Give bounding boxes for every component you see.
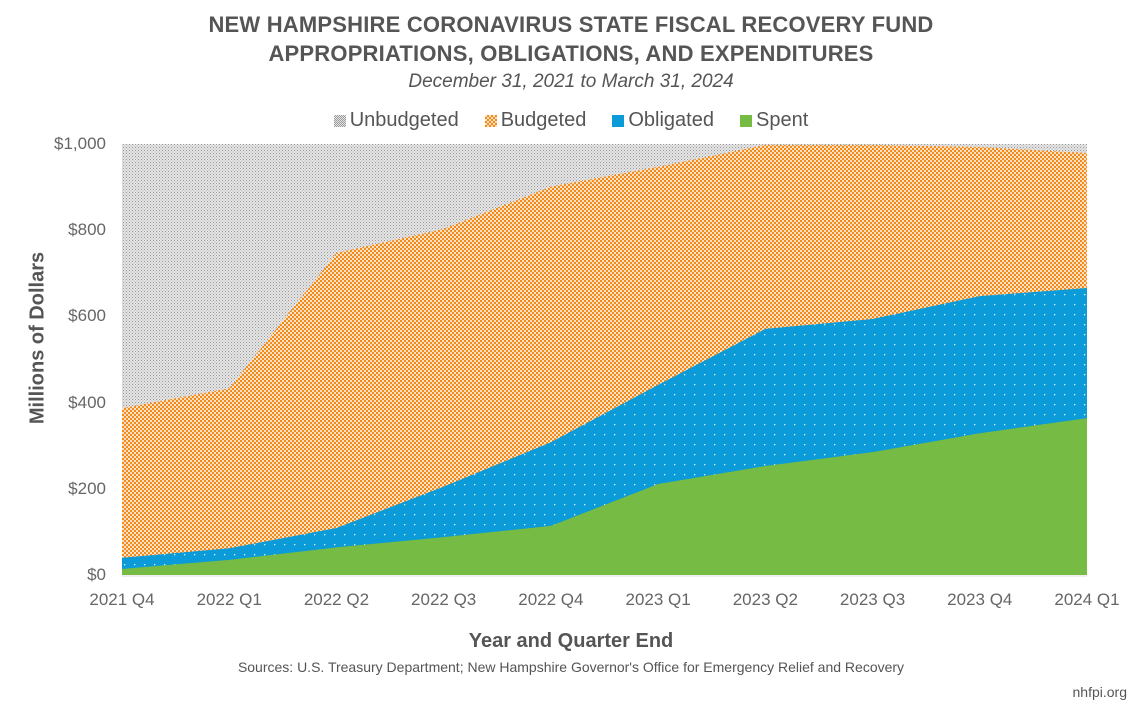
- legend-item-budgeted: Budgeted: [484, 109, 587, 132]
- x-tick-label: 2023 Q3: [839, 590, 906, 609]
- legend-item-unbudgeted: Unbudgeted: [333, 109, 459, 132]
- y-tick-label: $600: [68, 306, 106, 326]
- x-tick-label: 2023 Q4: [947, 590, 1013, 609]
- legend-swatch-obligated: [612, 114, 625, 127]
- credit-note: nhfpi.org: [1072, 684, 1127, 700]
- x-tick-label: 2023 Q2: [732, 590, 798, 609]
- x-tick-label: 2022 Q2: [303, 590, 370, 609]
- legend-label: Unbudgeted: [349, 109, 459, 131]
- legend-item-spent: Spent: [739, 109, 809, 132]
- legend-swatch-budgeted: [484, 114, 497, 127]
- x-tick-label: 2022 Q1: [196, 590, 262, 609]
- legend-label: Obligated: [628, 109, 714, 131]
- x-tick-label: 2021 Q4: [89, 590, 155, 609]
- area-spent: [122, 418, 1087, 575]
- x-tick-label: 2023 Q1: [625, 590, 691, 609]
- chart-title: NEW HAMPSHIRE CORONAVIRUS STATE FISCAL R…: [208, 12, 934, 37]
- x-axis-label: Year and Quarter End: [468, 630, 674, 652]
- legend-label: Spent: [755, 109, 809, 131]
- y-tick-label: $200: [68, 478, 106, 498]
- legend-label: Budgeted: [500, 109, 587, 131]
- x-tick-label: 2022 Q4: [518, 590, 584, 609]
- source-note: Sources: U.S. Treasury Department; New H…: [237, 659, 905, 675]
- legend: Unbudgeted Budgeted Obligated Spent: [0, 109, 1142, 132]
- y-tick-label: $1,000: [54, 134, 106, 153]
- chart-title-line2: APPROPRIATIONS, OBLIGATIONS, AND EXPENDI…: [268, 41, 874, 66]
- x-tick-label: 2024 Q1: [1054, 590, 1120, 609]
- y-tick-label: $800: [68, 220, 106, 240]
- y-tick-label: $0: [87, 565, 106, 584]
- y-tick-label: $400: [68, 392, 106, 412]
- chart-subtitle: December 31, 2021 to March 31, 2024: [408, 71, 734, 92]
- x-tick-label: 2022 Q3: [411, 590, 477, 609]
- legend-swatch-spent: [739, 114, 752, 127]
- legend-item-obligated: Obligated: [612, 109, 714, 132]
- legend-swatch-unbudgeted: [333, 114, 346, 127]
